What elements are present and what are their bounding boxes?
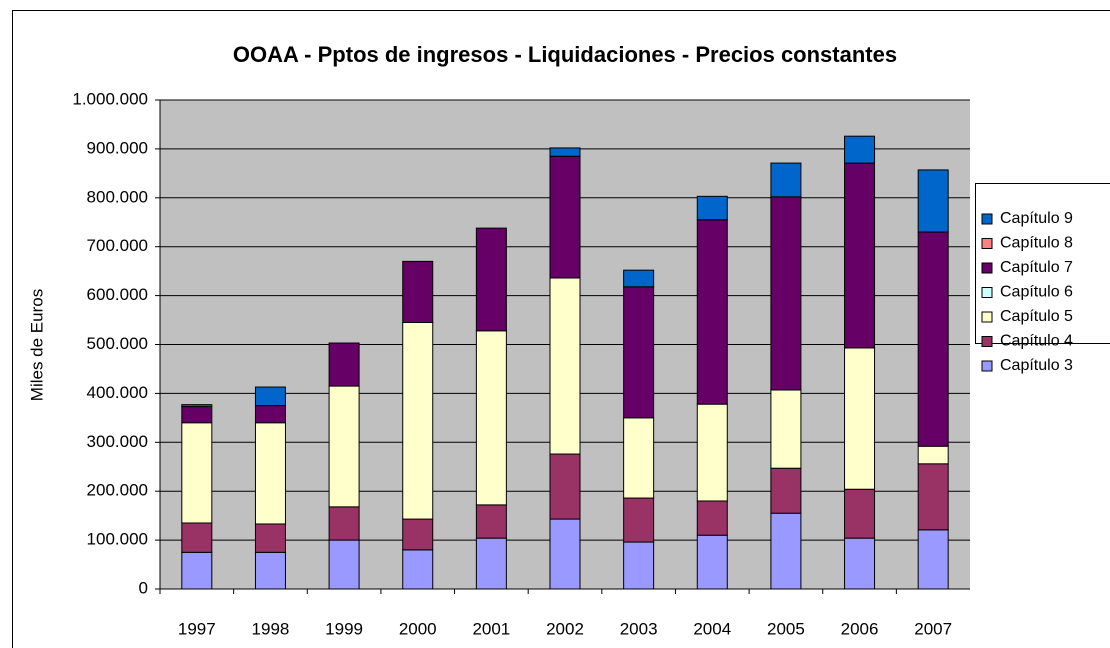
bar-segment [917, 529, 949, 590]
x-tick-label: 2000 [399, 619, 437, 638]
legend-label: Capítulo 9 [1000, 210, 1073, 227]
legend-swatch [981, 238, 993, 249]
bar-segment [549, 277, 581, 455]
legend-label: Capítulo 3 [1000, 357, 1073, 374]
x-tick-label: 2003 [620, 619, 658, 638]
bar-segment [328, 506, 360, 541]
y-tick-label: 1.000.000 [72, 89, 148, 108]
bar-segment [254, 405, 286, 424]
bar-segment [917, 231, 949, 447]
x-tick-label: 2007 [914, 619, 952, 638]
y-tick-label: 700.000 [87, 236, 148, 255]
bar-segment [696, 219, 728, 405]
bar-segment [402, 549, 434, 590]
bar-segment [549, 518, 581, 590]
bar-segment [181, 406, 213, 424]
bar-segment [549, 155, 581, 279]
bar-segment [623, 286, 655, 419]
bar-segment [696, 500, 728, 536]
bar-segment [181, 522, 213, 553]
bar-segment [402, 260, 434, 323]
legend-label: Capítulo 8 [1000, 235, 1073, 252]
bar-segment [475, 504, 507, 539]
bar-segment [844, 347, 876, 490]
bar-segment [770, 467, 802, 514]
bar-segment [549, 147, 581, 157]
y-tick-label: 400.000 [87, 383, 148, 402]
x-tick-label: 1998 [252, 619, 290, 638]
bar-segment [254, 551, 286, 590]
legend-label: Capítulo 5 [1000, 308, 1073, 325]
bar-segment [475, 537, 507, 590]
bar-segment [770, 512, 802, 590]
y-tick-label: 300.000 [87, 432, 148, 451]
y-tick-label: 600.000 [87, 285, 148, 304]
y-tick-label: 500.000 [87, 334, 148, 353]
x-tick-label: 2002 [546, 619, 584, 638]
bar-segment [254, 422, 286, 525]
legend-label: Capítulo 6 [1000, 284, 1073, 301]
legend-swatch [981, 262, 993, 274]
bar-segment [696, 534, 728, 590]
x-tick-label: 2005 [767, 619, 805, 638]
legend-label: Capítulo 4 [1000, 333, 1073, 350]
bar-segment [254, 386, 286, 407]
legend-swatch [981, 336, 993, 347]
legend-box [975, 183, 1110, 344]
y-tick-label: 200.000 [87, 481, 148, 500]
bar-segment [844, 162, 876, 349]
bar-segment [475, 330, 507, 506]
bar-segment [770, 162, 802, 198]
bar-segment [623, 269, 655, 288]
legend-swatch [981, 287, 993, 298]
legend-swatch [981, 311, 993, 323]
x-tick-label: 1997 [178, 619, 216, 638]
y-tick-label: 900.000 [87, 138, 148, 157]
bar-segment [181, 551, 213, 590]
bar-segment [402, 321, 434, 520]
bar-segment [844, 135, 876, 164]
bar-segment [623, 541, 655, 590]
bar-segment [402, 518, 434, 551]
bar-segment [181, 404, 213, 408]
y-tick-label: 800.000 [87, 187, 148, 206]
bar-segment [328, 385, 360, 508]
bar-segment [328, 342, 360, 387]
chart-title: OOAA - Pptos de ingresos - Liquidaciones… [233, 42, 897, 67]
bar-segment [917, 463, 949, 531]
bar-segment [623, 497, 655, 543]
bar-segment [475, 227, 507, 332]
x-tick-label: 1999 [325, 619, 363, 638]
bar-segment [696, 195, 728, 221]
bar-segment [254, 523, 286, 553]
x-tick-label: 2004 [693, 619, 731, 638]
bar-segment [549, 453, 581, 520]
y-tick-label: 0 [139, 578, 148, 597]
bar-segment [623, 417, 655, 499]
legend-swatch [981, 360, 993, 372]
bar-segment [328, 539, 360, 590]
y-tick-label: 100.000 [87, 530, 148, 549]
bar-segment [770, 196, 802, 391]
bar-segment [844, 488, 876, 539]
bar-segment [770, 389, 802, 469]
x-tick-label: 2001 [472, 619, 510, 638]
bar-segment [917, 169, 949, 233]
bar-segment [181, 422, 213, 524]
bar-segment [844, 537, 876, 590]
x-tick-label: 2006 [841, 619, 879, 638]
bar-segment [696, 403, 728, 502]
bar-segment [917, 445, 949, 465]
y-axis-label: Miles de Euros [27, 289, 46, 401]
legend-label: Capítulo 7 [1000, 259, 1073, 276]
legend-swatch [981, 213, 993, 225]
